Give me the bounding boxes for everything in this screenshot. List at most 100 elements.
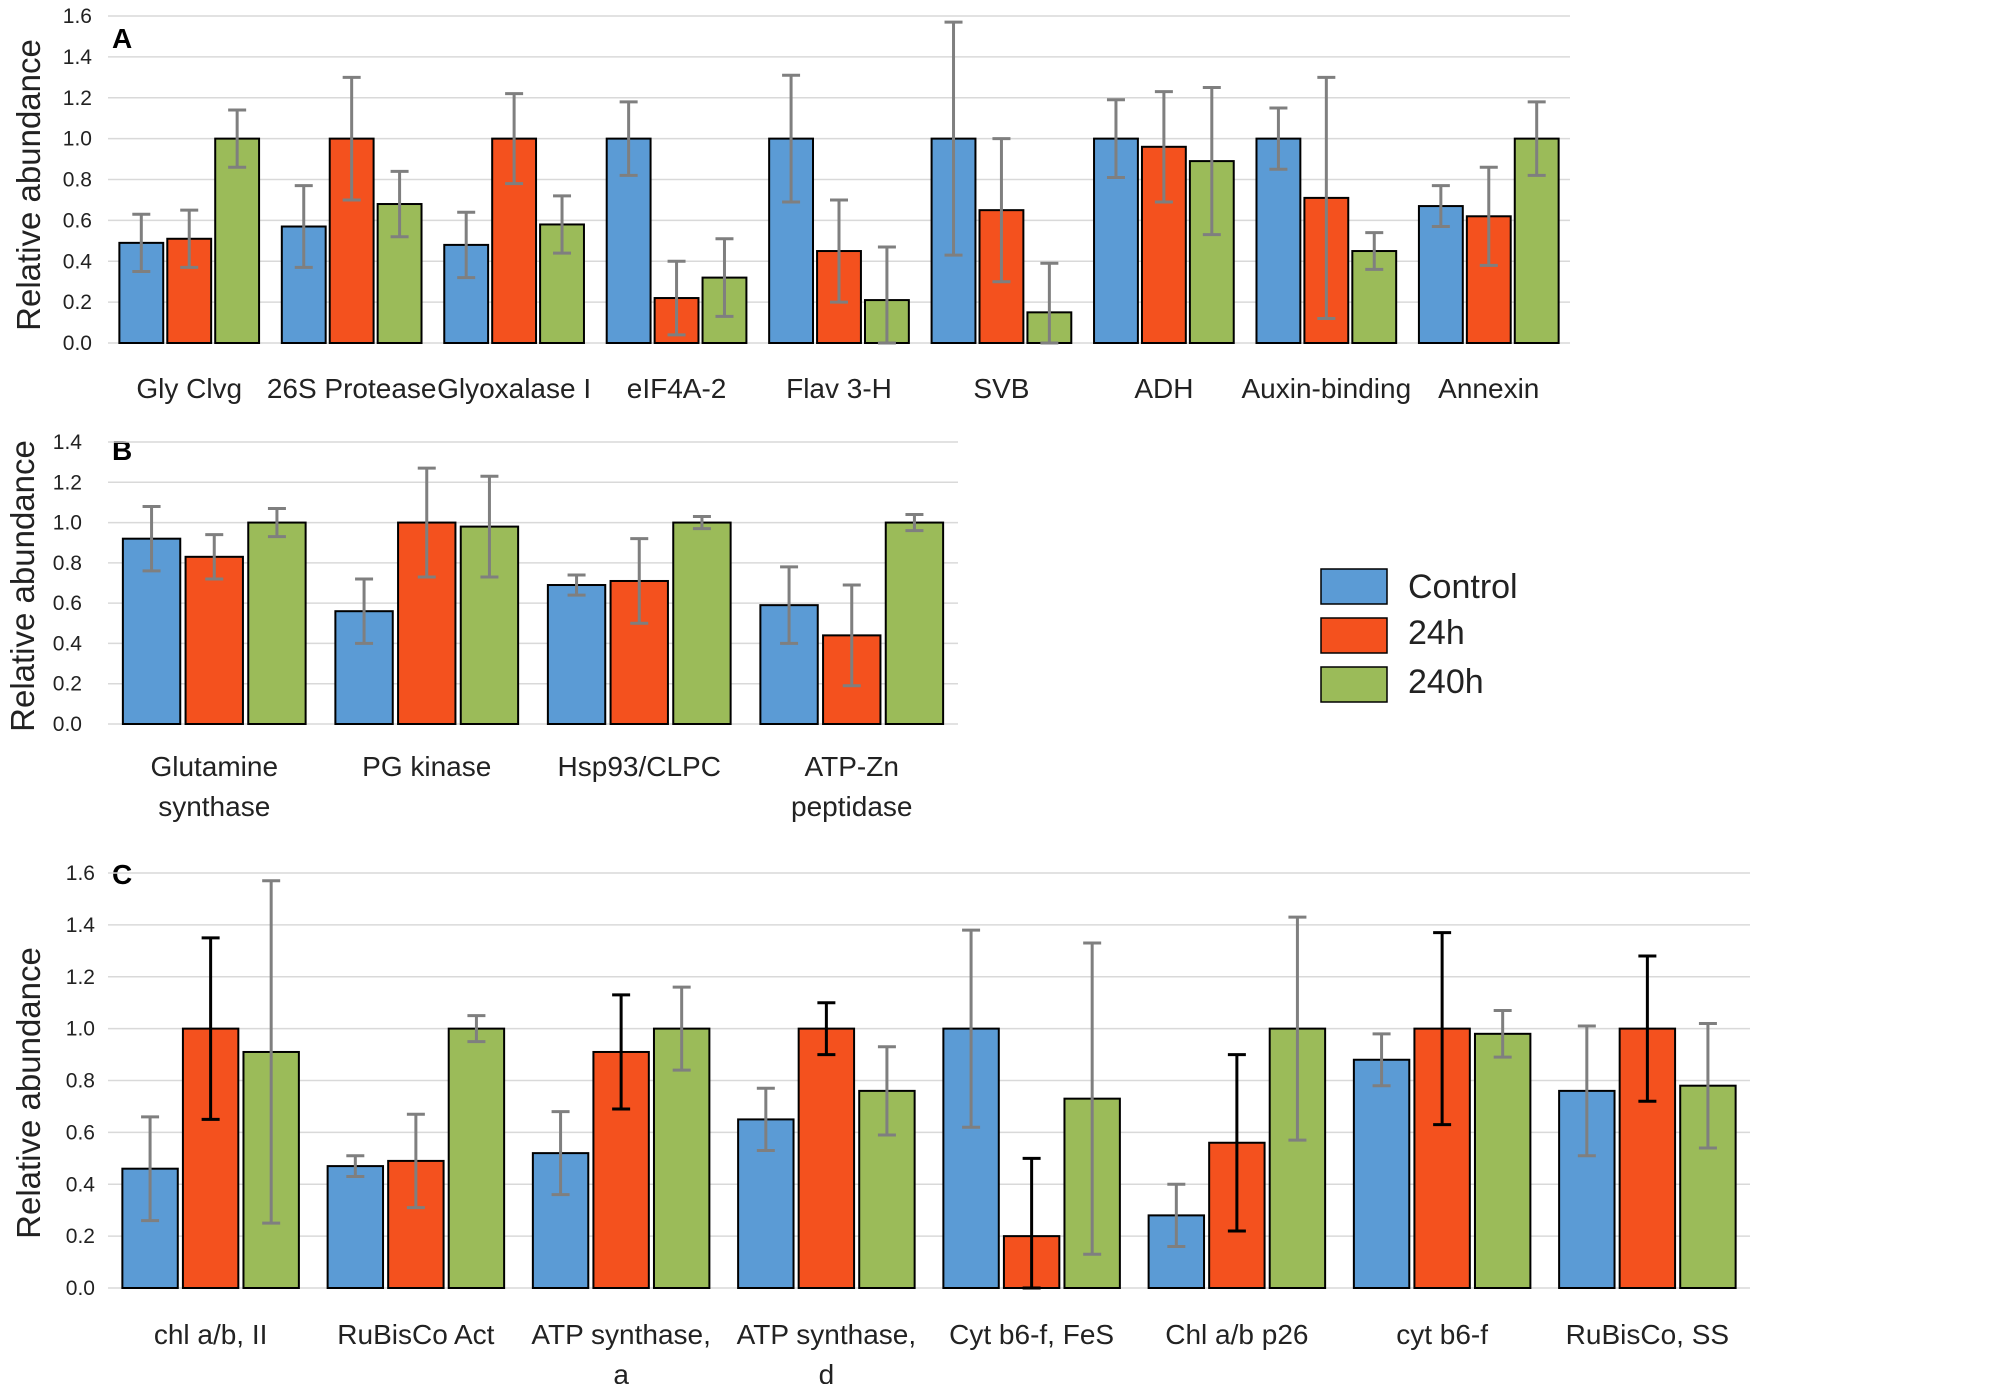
- bar-240h: [447, 1027, 506, 1289]
- error-bar-control: [1106, 98, 1125, 179]
- error-bar-240h: [480, 474, 499, 579]
- error-bar-240h: [672, 985, 691, 1072]
- error-bar-24h: [1638, 954, 1657, 1103]
- legend-swatch-240h: [1320, 666, 1388, 703]
- y-tick-label: 1.4: [63, 46, 93, 69]
- panel-a: A Relative abundance 0.0 0.2 0.4 0.6 0.8 1.0 1…: [10, 5, 1570, 404]
- bar-control: [546, 584, 607, 725]
- category-label: RuBisCo Act: [337, 1319, 494, 1350]
- legend-label-24h: 24h: [1408, 614, 1465, 652]
- error-bar-24h: [830, 198, 848, 304]
- panel-b-y-ticks: 0.0 0.2 0.4 0.6 0.8 1.0 1.2 1.4: [53, 431, 83, 736]
- bar-24h: [1413, 1027, 1471, 1289]
- category-label: PG kinase: [362, 751, 491, 782]
- category-label: Hsp93/CLPC: [558, 751, 721, 782]
- y-tick-label: 0.2: [63, 291, 92, 314]
- error-bar-control: [142, 504, 161, 573]
- category-label: RuBisCo, SS: [1566, 1319, 1729, 1350]
- error-bar-240h: [553, 194, 572, 255]
- error-bar-240h: [1493, 1008, 1512, 1059]
- category-label: Annexin: [1438, 373, 1539, 404]
- error-bar-control: [1372, 1032, 1391, 1088]
- error-bar-24h: [505, 92, 524, 186]
- bar-240h: [672, 521, 732, 725]
- bar-240h: [652, 1027, 711, 1289]
- y-tick-label: 0.2: [66, 1225, 95, 1248]
- bar-240h: [214, 137, 261, 344]
- error-bar-24h: [1317, 75, 1336, 320]
- error-bar-control: [756, 1086, 775, 1153]
- error-bar-24h: [992, 137, 1011, 284]
- panel-c-error-bars: [141, 879, 1717, 1290]
- error-bar-control: [346, 1154, 365, 1178]
- panel-c-y-axis-label: Relative abundance: [10, 947, 47, 1239]
- category-label: Flav 3-H: [786, 373, 892, 404]
- category-label: cyt b6-f: [1396, 1319, 1488, 1350]
- category-label: Auxin-binding: [1241, 373, 1411, 404]
- y-tick-label: 0.6: [66, 1121, 95, 1144]
- error-bar-24h: [1227, 1053, 1246, 1233]
- error-bar-control: [1431, 184, 1450, 229]
- y-tick-label: 1.0: [53, 512, 82, 535]
- y-tick-label: 0.2: [53, 673, 82, 696]
- error-bar-24h: [612, 993, 631, 1111]
- panel-b-error-bars: [142, 466, 924, 688]
- category-label: Gly Clvg: [136, 373, 242, 404]
- bar-control: [1417, 205, 1464, 344]
- bar-control: [326, 1165, 385, 1289]
- y-tick-label: 1.2: [66, 966, 95, 989]
- bar-240h: [376, 203, 423, 344]
- legend-swatch-24h: [1320, 617, 1388, 654]
- error-bar-control: [944, 20, 963, 257]
- y-tick-label: 0.6: [53, 592, 82, 615]
- panel-c-label: C: [112, 859, 132, 890]
- category-label: 26S Protease: [267, 373, 437, 404]
- panel-b-label: B: [112, 435, 132, 466]
- y-tick-label: 0.0: [53, 713, 82, 736]
- error-bar-24h: [342, 75, 361, 202]
- error-bar-240h: [1288, 915, 1307, 1142]
- y-tick-label: 0.0: [63, 332, 92, 355]
- panel-c-bars: [121, 1027, 1737, 1289]
- category-label: ATP-Zn: [805, 751, 899, 782]
- y-tick-label: 1.0: [63, 128, 92, 151]
- error-bar-24h: [1433, 931, 1452, 1127]
- category-label: ATP synthase,: [737, 1319, 917, 1350]
- panel-a-y-axis-label: Relative abundance: [10, 39, 47, 331]
- y-tick-label: 0.4: [66, 1173, 96, 1196]
- panel-b-bars: [121, 521, 945, 726]
- category-label: Glyoxalase I: [437, 373, 591, 404]
- category-label: ATP synthase,: [531, 1319, 711, 1350]
- bar-240h: [247, 521, 307, 725]
- error-bar-control: [141, 1115, 160, 1223]
- category-label: ADH: [1134, 373, 1193, 404]
- category-label: d: [819, 1359, 835, 1384]
- bar-24h: [184, 555, 244, 725]
- error-bar-240h: [1202, 86, 1221, 237]
- panel-b-category-labels: Glutamine synthase PG kinase Hsp93/CLPC ATP-…: [150, 751, 912, 822]
- y-tick-label: 1.6: [63, 5, 92, 28]
- bar-24h: [1140, 145, 1187, 344]
- y-tick-label: 0.8: [63, 169, 92, 192]
- error-bar-24h: [417, 466, 436, 579]
- category-label: Chl a/b p26: [1165, 1319, 1308, 1350]
- error-bar-240h: [390, 169, 409, 239]
- bar-control: [1352, 1058, 1411, 1289]
- panel-a-y-ticks: 0.0 0.2 0.4 0.6 0.8 1.0 1.2 1.4 1.6: [63, 5, 93, 355]
- error-bar-control: [962, 928, 981, 1129]
- panel-b: B Relative abundance 0.0 0.2 0.4 0.6 0.8 1.0 1…: [4, 431, 958, 822]
- category-label: Cyt b6-f, FeS: [949, 1319, 1114, 1350]
- error-bar-240h: [877, 1045, 896, 1137]
- category-label: SVB: [973, 373, 1029, 404]
- category-label: peptidase: [791, 791, 912, 822]
- error-bar-control: [1167, 1182, 1186, 1248]
- error-bar-240h: [228, 108, 247, 169]
- legend: Control 24h 240h: [1320, 568, 1518, 703]
- error-bar-24h: [1022, 1156, 1041, 1290]
- y-tick-label: 0.8: [53, 552, 82, 575]
- panel-b-y-axis-label: Relative abundance: [4, 440, 41, 732]
- panel-c-y-ticks: 0.0 0.2 0.4 0.6 0.8 1.0 1.2 1.4 1.6: [66, 862, 96, 1300]
- y-tick-label: 0.8: [66, 1070, 95, 1093]
- error-bar-240h: [692, 515, 711, 531]
